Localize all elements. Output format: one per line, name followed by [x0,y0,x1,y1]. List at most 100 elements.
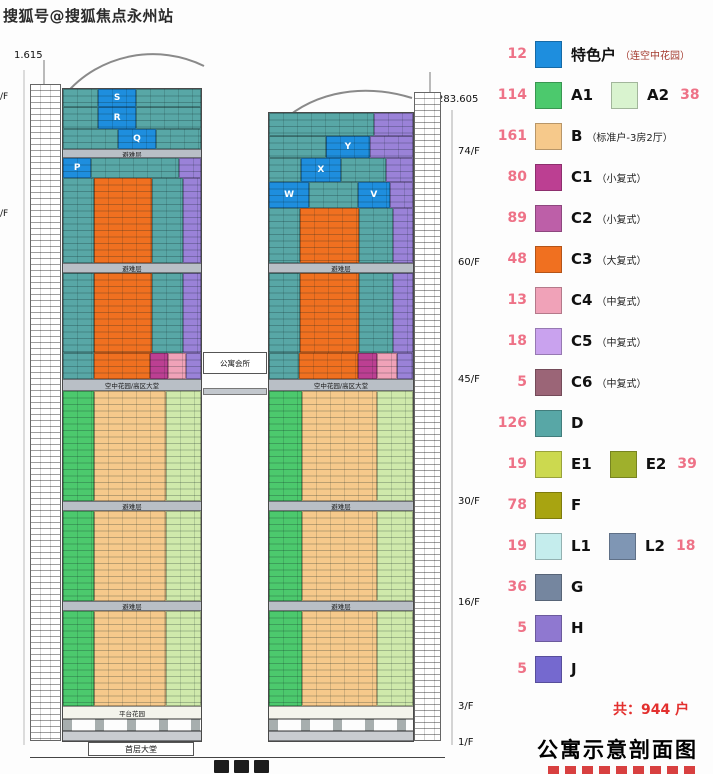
unit-count: 48 [507,251,527,267]
unit-block-teal [269,208,300,263]
unit-type-label: E2 [645,455,667,473]
unit-count: 126 [497,415,527,431]
unit-block-lightgreen [376,391,413,501]
unit-type-note: （小复式） [596,173,647,185]
tower-band-gray: 空中花园/高区大堂 [63,379,201,391]
unit-type-label: H [571,619,584,637]
tower-band-stilts [269,719,413,731]
legend-swatch-E2 [609,450,637,478]
unit-block-purple [182,178,201,263]
unit-type-note: （标准户-3房2厅） [586,132,673,144]
cropped-text-fragment [214,760,269,774]
tower-floor-zone [269,208,413,263]
legend-row-G: 36 G [497,573,711,601]
tower-floor-zone [63,611,201,706]
unit-block-purple [396,353,413,379]
unit-type-label: L1 [571,537,591,555]
legend-swatch-A1 [535,81,562,109]
unit-block-teal [269,353,300,379]
legend-row-L1: 19 L1 L2 18 [497,532,711,560]
unit-block-lightgreen [166,511,201,601]
legend-row-C6: 5 C6 （中复式） [497,368,711,396]
tower-floor-zone: R [63,107,201,129]
unit-block-teal [269,136,327,158]
unit-block-blue: Q [117,129,157,149]
unit-mark-W: W [284,190,295,200]
legend-row-B: 161 B （标准户-3房2厅） [497,122,711,150]
unit-block-purple [179,158,201,178]
elevation-label-left: 1.615 [14,50,43,61]
unit-block-orange [93,353,151,379]
unit-count: 12 [507,46,527,62]
floor-label: /F [0,92,9,102]
unit-block-pink [168,353,187,379]
unit-block-blue: X [300,158,341,182]
tower-floor-zone [63,511,201,601]
total-units: 共：944 户 [613,702,690,718]
floor-label: 74/F [458,146,480,157]
unit-block-lightgreen [376,611,413,706]
legend-row-C2: 89 C2 （小复式） [497,204,711,232]
unit-block-green [63,391,95,501]
tower-band-gray: 避难层 [269,501,413,511]
tower-floor-zone [269,353,413,379]
unit-block-orange [299,273,359,353]
unit-block-teal [358,208,394,263]
unit-count: 114 [497,87,527,103]
tower-band-gray: 避难层 [269,263,413,273]
sohu-watermark: 搜狐号@搜狐焦点永州站 [3,7,174,25]
tower-band-gray: 避难层 [63,149,201,158]
unit-block-green [269,511,302,601]
unit-type-label: J [571,660,577,678]
floor-label: /F [0,209,9,219]
unit-type-label: C4 [571,291,593,309]
legend-swatch-C1 [535,163,562,191]
unit-block-blue: P [63,158,92,178]
unit-type-note: （连空中花园） [620,50,691,62]
unit-block-purple [186,353,201,379]
unit-count: 19 [507,538,527,554]
unit-mark-S: S [113,93,121,103]
tower-floor-zone [269,611,413,706]
unit-block-green [269,391,302,501]
legend-row-A1: 114 A1 A2 38 [497,81,711,109]
legend-swatch-C6 [535,368,562,396]
floor-label: 45/F [458,374,480,385]
tower-floor-zone [63,178,201,263]
unit-block-lightgreen [166,611,201,706]
unit-type-label: A2 [647,86,670,104]
tower-band-gray: 避难层 [63,263,201,273]
unit-count: 13 [507,292,527,308]
tower-floor-zone: P [63,158,201,178]
legend-swatch-H [535,614,562,642]
legend-swatch-F [535,491,562,519]
legend-row-C1: 80 C1 （小复式） [497,163,711,191]
unit-type-note: （大复式） [596,255,647,267]
unit-type-label: C3 [571,250,593,268]
unit-count: 78 [507,497,527,513]
unit-mark-V: V [370,190,378,200]
unit-block-tan [94,511,166,601]
tower-floor-zone: Y [269,136,414,158]
unit-block-orange [94,273,152,353]
legend-swatch-L1 [535,532,562,560]
unit-block-teal [156,129,201,149]
unit-block-magenta [357,353,378,379]
unit-block-teal [269,273,300,353]
unit-block-green [63,611,95,706]
unit-type-legend: 12 特色户 （连空中花园） 114 A1 A2 38 161 B （标准户-3房2厅） 80 C1 （… [497,40,711,696]
legend-row-特色户: 12 特色户 （连空中花园） [497,40,711,68]
unit-block-blue: V [358,182,390,208]
unit-block-tan [94,611,166,706]
tower-floor-zone [63,273,201,353]
unit-block-teal [91,158,180,178]
tower-floor-zone: S [63,89,201,107]
unit-block-lightgreen [376,511,413,601]
unit-type-label: 特色户 [571,45,617,64]
unit-block-teal [341,158,386,182]
unit-block-orange [94,178,152,263]
tower-floor-zone: X [269,158,413,182]
